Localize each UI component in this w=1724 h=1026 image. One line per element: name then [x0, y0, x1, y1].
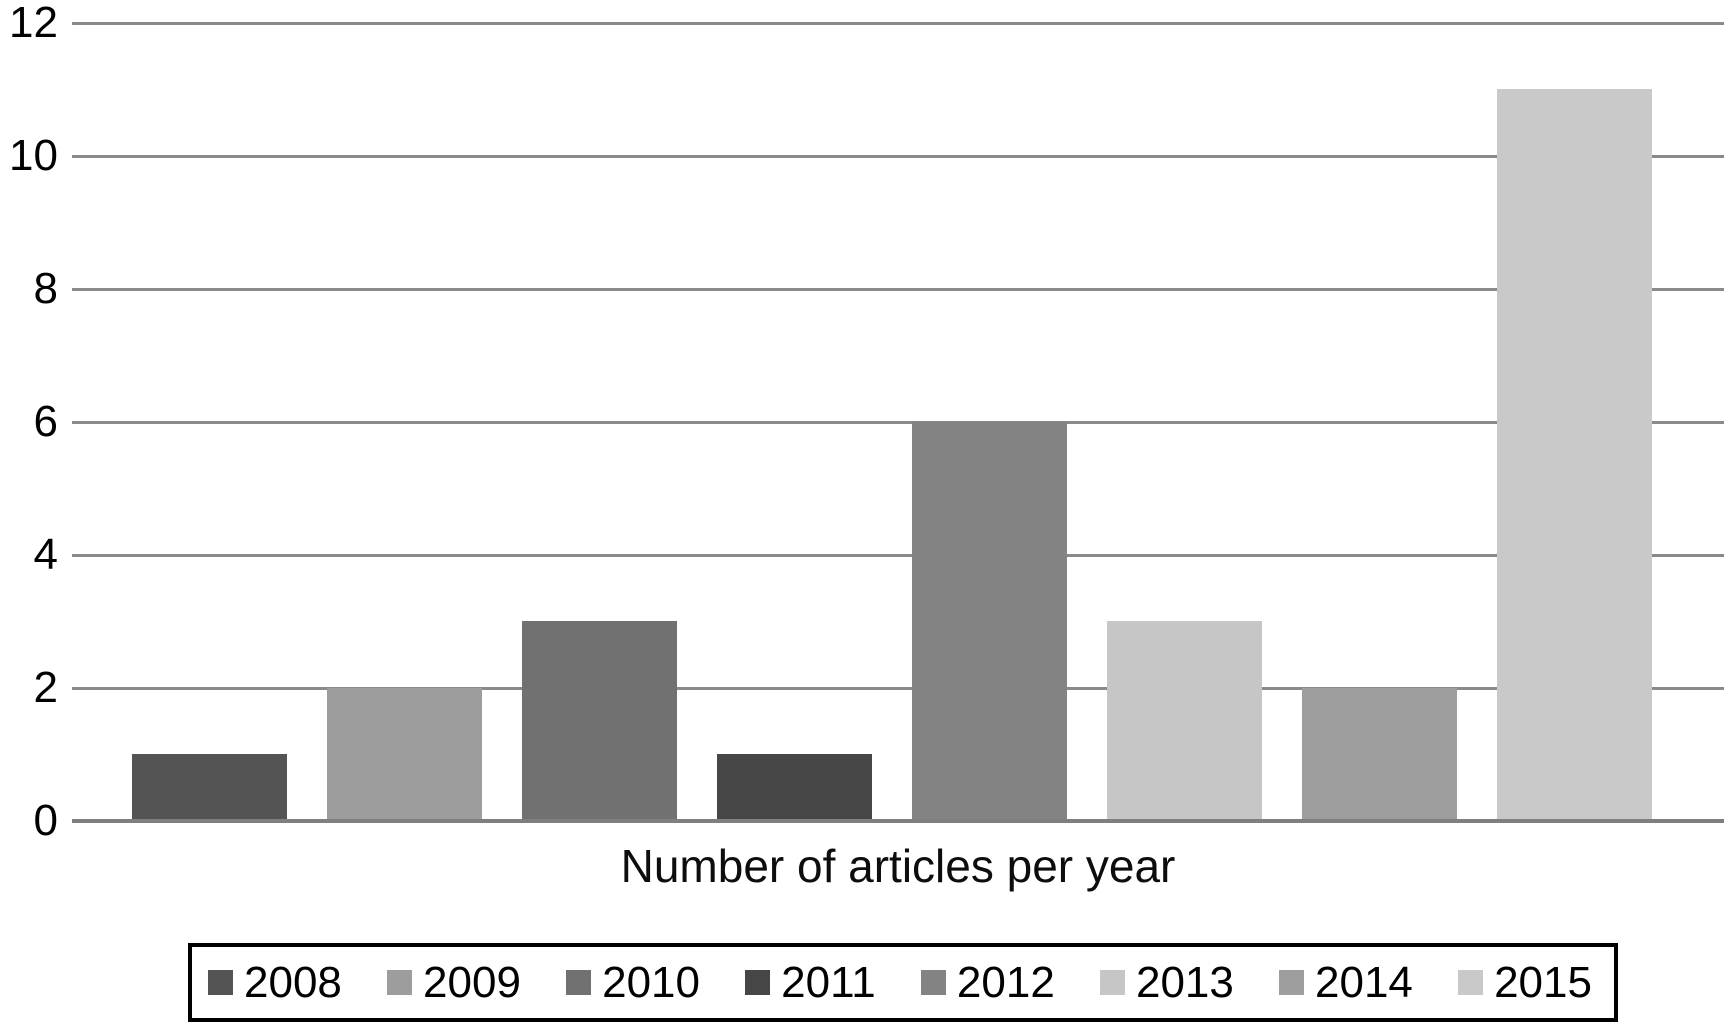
legend-swatch-2010 [566, 970, 592, 995]
y-tick-label-2: 2 [33, 663, 58, 712]
legend-label-2008: 2008 [244, 958, 342, 1007]
legend-label-2009: 2009 [423, 958, 521, 1007]
x-axis-line [72, 819, 1724, 823]
legend-entry-2011: 2011 [745, 947, 876, 1018]
y-tick-label-4: 4 [33, 530, 58, 579]
y-tick-label-10: 10 [9, 131, 58, 180]
y-tick-label-8: 8 [33, 264, 58, 313]
legend-entry-2009: 2009 [387, 947, 521, 1018]
bar-2008 [132, 754, 287, 821]
legend-entry-2008: 2008 [208, 947, 342, 1018]
legend-swatch-2013 [1099, 970, 1125, 995]
legend-label-2013: 2013 [1135, 958, 1234, 1007]
legend-label-2014: 2014 [1315, 958, 1413, 1007]
legend: 2008 2009 2010 2011 2012 2013 2014 2015 [188, 943, 1618, 1022]
legend-swatch-2012 [920, 970, 946, 995]
gridline-y-10 [72, 155, 1724, 158]
legend-entry-2012: 2012 [920, 947, 1055, 1018]
y-tick-label-12: 12 [9, 0, 58, 47]
bar-2012 [912, 422, 1067, 821]
gridline-y-4 [72, 554, 1724, 557]
legend-swatch-2011 [745, 970, 771, 995]
legend-label-2011: 2011 [781, 958, 876, 1007]
legend-label-2010: 2010 [602, 958, 700, 1007]
gridline-y-12 [72, 22, 1724, 25]
legend-entry-2015: 2015 [1458, 947, 1592, 1018]
bar-2011 [717, 754, 872, 821]
x-axis-title: Number of articles per year [620, 840, 1176, 892]
legend-label-2015: 2015 [1494, 958, 1592, 1007]
gridline-y-2 [72, 687, 1724, 690]
legend-swatch-2014 [1279, 970, 1305, 995]
legend-entry-2010: 2010 [566, 947, 700, 1018]
bar-2010 [522, 621, 677, 821]
bar-2013 [1107, 621, 1262, 821]
gridline-y-6 [72, 421, 1724, 424]
plot-area [72, 22, 1724, 823]
legend-swatch-2015 [1458, 970, 1484, 995]
y-tick-label-0: 0 [33, 796, 58, 845]
legend-entry-2013: 2013 [1099, 947, 1234, 1018]
bar-2009 [327, 688, 482, 821]
y-tick-label-6: 6 [33, 397, 58, 446]
bar-2015 [1497, 89, 1652, 821]
legend-swatch-2008 [208, 970, 233, 995]
legend-swatch-2009 [387, 970, 413, 995]
legend-entry-2014: 2014 [1279, 947, 1413, 1018]
gridline-y-8 [72, 288, 1724, 291]
legend-label-2012: 2012 [956, 958, 1055, 1007]
y-axis-tick-labels: 0 2 4 6 8 10 12 [0, 0, 58, 1026]
bar-2014 [1302, 688, 1457, 821]
